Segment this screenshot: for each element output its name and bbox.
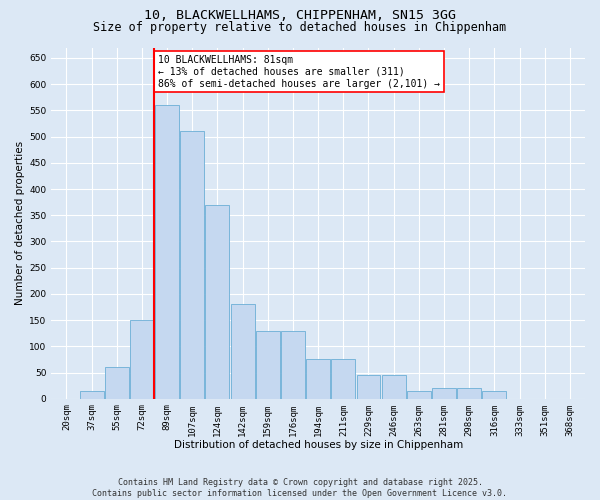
Bar [432,388,456,398]
Bar [331,360,355,399]
Bar [407,391,431,398]
Text: Contains HM Land Registry data © Crown copyright and database right 2025.
Contai: Contains HM Land Registry data © Crown c… [92,478,508,498]
Bar [306,360,330,399]
Text: Size of property relative to detached houses in Chippenham: Size of property relative to detached ho… [94,21,506,34]
Bar [230,304,254,398]
Bar [281,330,305,398]
Bar [130,320,154,398]
Text: 10 BLACKWELLHAMS: 81sqm
← 13% of detached houses are smaller (311)
86% of semi-d: 10 BLACKWELLHAMS: 81sqm ← 13% of detache… [158,56,440,88]
Bar [80,391,104,398]
Bar [482,391,506,398]
Bar [256,330,280,398]
Text: 10, BLACKWELLHAMS, CHIPPENHAM, SN15 3GG: 10, BLACKWELLHAMS, CHIPPENHAM, SN15 3GG [144,9,456,22]
Bar [181,132,204,398]
X-axis label: Distribution of detached houses by size in Chippenham: Distribution of detached houses by size … [173,440,463,450]
Y-axis label: Number of detached properties: Number of detached properties [15,141,25,305]
Bar [457,388,481,398]
Bar [382,375,406,398]
Bar [105,368,128,398]
Bar [155,105,179,399]
Bar [356,375,380,398]
Bar [205,205,229,398]
